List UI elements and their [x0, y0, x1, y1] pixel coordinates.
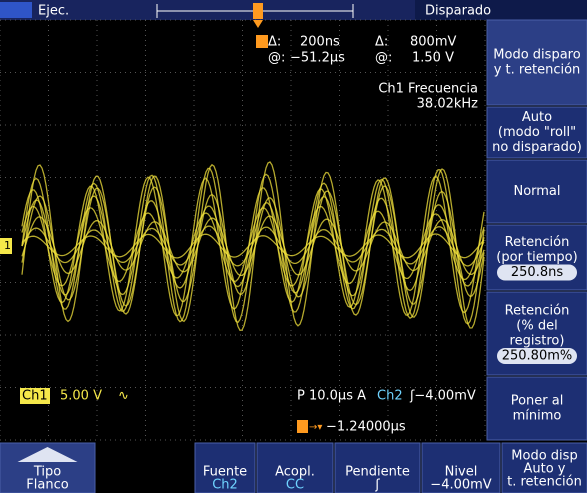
menu-label: Normal: [513, 184, 560, 199]
menu-label: (modo "roll": [498, 125, 576, 140]
coupling-symbol: ∿: [118, 389, 129, 404]
channel-name: Ch1: [22, 389, 48, 404]
position-arrow: →▾: [309, 422, 322, 433]
menu-label: Poner al: [511, 394, 564, 409]
channel-scale: 5.00 V: [60, 389, 102, 404]
trigger-state: Disparado: [425, 4, 491, 19]
cursor-value: −51.2µs: [290, 51, 345, 66]
menu-label: mínimo: [513, 409, 562, 424]
menu-label: Ch2: [212, 478, 238, 493]
measurement-name: Ch1 Frecuencia: [378, 82, 478, 97]
trigger-position: [253, 3, 263, 19]
trigger-source: Ch2: [377, 389, 403, 404]
cursor-label: Δ:: [375, 35, 388, 50]
menu-value: 250.8ns: [511, 265, 563, 280]
oscilloscope-screen: Ejec. Disparado 1 Δ: 200ns Δ: 800mV @: −…: [0, 0, 587, 493]
cursor-label: @:: [375, 51, 392, 66]
menu-value: 250.80m%: [502, 349, 573, 364]
cursor-value: 200ns: [300, 35, 340, 50]
menu-label: registro): [510, 334, 565, 349]
menu-label: y t. retención: [494, 63, 581, 78]
menu-label: Retención: [505, 235, 570, 250]
trigger-level: ʃ−4.00mV: [409, 389, 476, 404]
menu-label: (% del: [516, 319, 557, 334]
cursor-value: 1.50 V: [412, 51, 454, 66]
cursor-value: 800mV: [410, 35, 456, 50]
menu-label: Flanco: [26, 478, 68, 493]
position-icon: [297, 420, 308, 433]
menu-label: no disparado): [492, 140, 582, 155]
menu-label: ʃ: [374, 478, 380, 493]
bottom-menu: TipoFlancoFuenteCh2Acopl.CCPendienteʃNiv…: [0, 443, 587, 493]
channel-marker-label: 1: [4, 239, 11, 252]
menu-label: Modo disparo: [493, 48, 580, 63]
menu-label: t. retención: [507, 475, 582, 490]
horizontal-position: −1.24000µs: [326, 420, 406, 435]
menu-label: Auto: [522, 110, 552, 125]
cursor-label: @:: [268, 51, 285, 66]
cursor-icon: [256, 35, 268, 48]
menu-label: −4.00mV: [430, 478, 492, 493]
menu-label: Retención: [505, 304, 570, 319]
timebase: P 10.0µs A: [297, 389, 366, 404]
menu-label: (por tiempo): [496, 250, 577, 265]
run-state: Ejec.: [38, 4, 69, 19]
page: Ejec. Disparado 1 Δ: 200ns Δ: 800mV @: −…: [0, 0, 587, 493]
menu-label: CC: [286, 478, 304, 493]
cursor-label: Δ:: [268, 35, 281, 50]
measurement-value: 38.02kHz: [417, 97, 479, 112]
run-indicator: [0, 2, 32, 18]
